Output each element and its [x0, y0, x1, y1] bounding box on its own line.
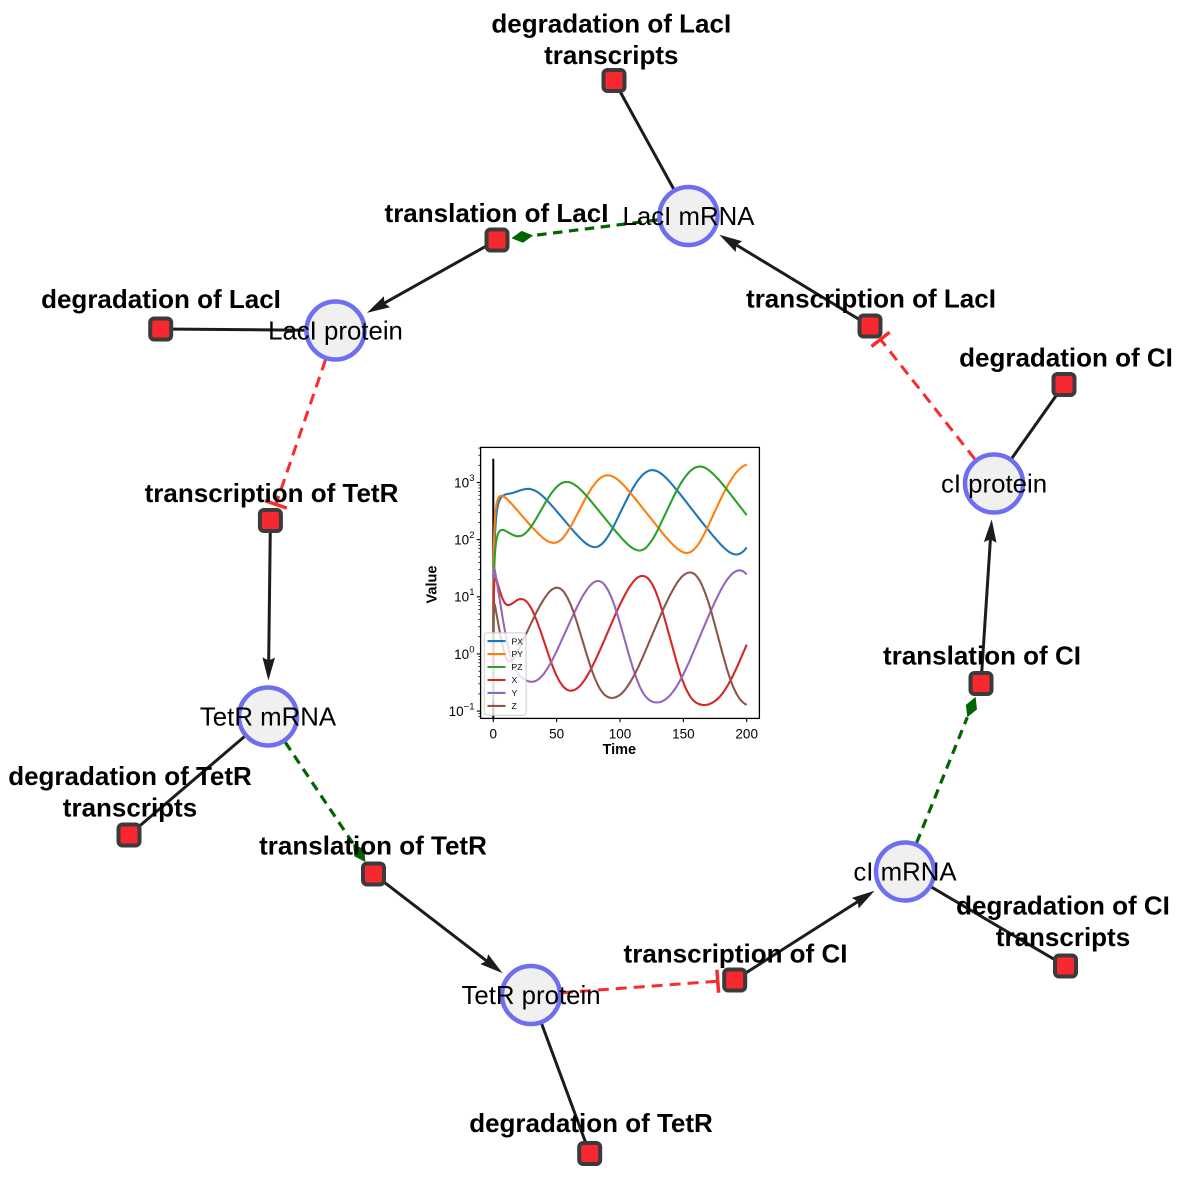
svg-text:X: X: [512, 675, 518, 685]
svg-text:transcripts: transcripts: [996, 922, 1130, 952]
svg-text:PX: PX: [512, 636, 524, 646]
svg-text:degradation of LacI: degradation of LacI: [41, 284, 281, 314]
svg-text:transcription of TetR: transcription of TetR: [145, 478, 399, 508]
svg-text:200: 200: [735, 726, 758, 741]
svg-text:Value: Value: [424, 566, 440, 604]
svg-text:cI mRNA: cI mRNA: [853, 859, 957, 887]
svg-text:transcripts: transcripts: [63, 793, 197, 823]
svg-text:100: 100: [609, 726, 632, 741]
svg-text:translation of TetR: translation of TetR: [259, 831, 487, 861]
svg-text:transcription of CI: transcription of CI: [624, 938, 848, 968]
svg-text:translation of LacI: translation of LacI: [385, 198, 609, 228]
svg-text:cI protein: cI protein: [941, 471, 1047, 499]
svg-text:TetR protein: TetR protein: [461, 982, 600, 1010]
svg-text:degradation of TetR: degradation of TetR: [469, 1108, 713, 1138]
svg-text:PZ: PZ: [512, 662, 523, 672]
svg-text:degradation of LacI: degradation of LacI: [491, 9, 731, 39]
svg-text:degradation of CI: degradation of CI: [956, 891, 1170, 921]
svg-text:Y: Y: [512, 688, 518, 698]
svg-text:PY: PY: [512, 649, 524, 659]
svg-text:0: 0: [490, 726, 498, 741]
svg-text:degradation of CI: degradation of CI: [959, 343, 1173, 373]
svg-text:Z: Z: [512, 701, 517, 711]
svg-text:Time: Time: [603, 742, 637, 758]
svg-text:LacI mRNA: LacI mRNA: [623, 203, 756, 231]
svg-text:transcripts: transcripts: [544, 40, 678, 70]
svg-text:degradation of TetR: degradation of TetR: [8, 761, 252, 791]
svg-text:150: 150: [672, 726, 695, 741]
svg-text:LacI protein: LacI protein: [268, 318, 403, 346]
svg-text:TetR mRNA: TetR mRNA: [200, 704, 337, 732]
svg-text:50: 50: [549, 726, 564, 741]
svg-text:translation of CI: translation of CI: [883, 641, 1081, 671]
svg-text:transcription of LacI: transcription of LacI: [746, 284, 996, 314]
